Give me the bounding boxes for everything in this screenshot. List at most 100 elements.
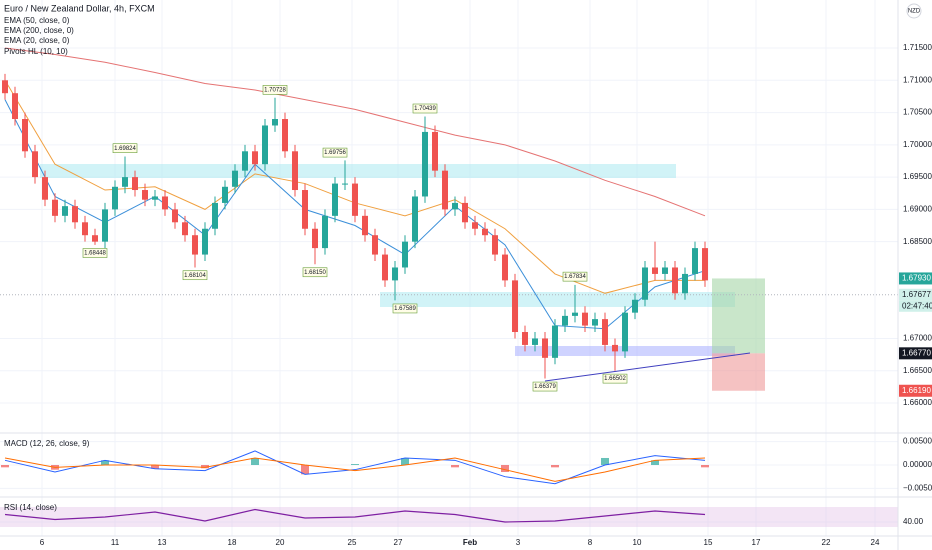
rsi-line <box>4 508 706 523</box>
ema-line <box>4 99 706 330</box>
y-tick-label: 1.71500 <box>903 43 932 52</box>
indicator-label: Pivots HL (10, 10) <box>4 47 68 56</box>
x-tick-label: 13 <box>158 538 167 547</box>
candle-body <box>52 199 58 216</box>
macd-histogram-bar <box>551 465 559 468</box>
currency-label: NZD <box>908 9 921 15</box>
pivot-box <box>322 147 348 158</box>
candle-body <box>242 151 248 171</box>
candle-body <box>672 267 678 294</box>
candle-body <box>452 202 458 210</box>
x-tick-label: 10 <box>633 538 642 547</box>
candle-body <box>302 190 308 229</box>
price-badge-label: 1.66770 <box>902 348 931 357</box>
zone-support <box>380 292 735 307</box>
y-tick-label: 0.00000 <box>903 460 932 469</box>
candle-body <box>282 119 288 152</box>
currency-icon[interactable] <box>906 3 922 19</box>
candle-body <box>212 202 218 229</box>
x-tick-label: 27 <box>394 538 403 547</box>
macd-histogram-bar <box>701 465 709 468</box>
candle-body <box>142 190 148 200</box>
pivot-box <box>532 381 558 392</box>
y-tick-label: 0.00500 <box>903 437 932 446</box>
y-tick-label: 1.71000 <box>903 75 932 84</box>
macd-histogram-bar <box>401 457 409 465</box>
candle-body <box>62 206 68 216</box>
price-badge-label: 1.67930 <box>902 274 931 283</box>
candle-body <box>132 177 138 191</box>
candle-body <box>652 267 658 274</box>
candle-body <box>172 209 178 223</box>
candle-body <box>662 267 668 274</box>
y-tick-label: −0.00500 <box>903 483 932 492</box>
pivot-label: 1.66502 <box>604 376 626 382</box>
x-tick-label: Feb <box>463 538 477 547</box>
candle-body <box>612 344 618 352</box>
y-tick-label: 1.67000 <box>903 334 932 343</box>
countdown-label: 02:47:40 <box>902 301 932 310</box>
candle-body <box>412 196 418 242</box>
candle-body <box>192 235 198 255</box>
macd-histogram-bar <box>301 465 309 475</box>
candle-body <box>572 312 578 316</box>
candle-body <box>342 183 348 185</box>
candle-body <box>692 248 698 274</box>
candle-body <box>252 151 258 165</box>
ema-line <box>4 47 706 217</box>
pivot-box <box>302 267 328 278</box>
candle-body <box>72 206 78 223</box>
loss-zone <box>712 353 765 391</box>
candle-body <box>152 196 158 200</box>
candle-body <box>312 228 318 249</box>
candle-body <box>22 119 28 152</box>
candle-body <box>562 315 568 326</box>
macd-title: MACD (12, 26, close, 9) <box>4 439 90 448</box>
candle-body <box>702 248 708 281</box>
price-badge <box>899 384 932 397</box>
candle-body <box>372 235 378 255</box>
zone-resistance <box>40 164 676 178</box>
pivot-label: 1.68150 <box>304 270 326 276</box>
macd-histogram-bar <box>101 460 109 465</box>
candle-body <box>352 183 358 216</box>
candle-body <box>202 228 208 255</box>
pivot-label: 1.69824 <box>114 146 136 152</box>
rsi-band <box>0 507 898 527</box>
pivot-label: 1.68448 <box>84 251 106 257</box>
candle-body <box>322 215 328 249</box>
candle-body <box>122 177 128 187</box>
macd-histogram-bar <box>1 465 9 468</box>
candle-body <box>382 254 388 281</box>
candle-body <box>622 312 628 352</box>
y-tick-label: 40.00 <box>903 517 924 526</box>
countdown-badge <box>899 300 932 312</box>
price-badge <box>899 272 932 285</box>
y-tick-label: 1.70000 <box>903 140 932 149</box>
trend-line <box>544 352 751 382</box>
candle-body <box>532 338 538 345</box>
pivot-box <box>82 248 108 258</box>
price-axis: 1.66000 1.66500 1.67000 1.68500 1.69000 1.695… <box>40 43 932 547</box>
macd-histogram-bar <box>201 465 209 469</box>
indicator-label: EMA (50, close, 0) <box>4 16 70 25</box>
candle-body <box>262 125 268 165</box>
candle-body <box>42 177 48 200</box>
candle-body <box>32 151 38 178</box>
plot: 1.69824 1.70728 1.69756 1.70439 1.67834 1.684… <box>0 47 898 527</box>
candle-body <box>682 273 688 294</box>
candle-body <box>12 93 18 120</box>
candle-body <box>272 119 278 126</box>
x-tick-label: 3 <box>516 538 521 547</box>
x-tick-label: 22 <box>822 538 831 547</box>
candle-body <box>582 312 588 326</box>
pivot-label: 1.67589 <box>394 306 416 312</box>
macd-histogram-bar <box>451 465 459 468</box>
candle-body <box>182 222 188 236</box>
rsi-title: RSI (14, close) <box>4 503 57 512</box>
candle-body <box>82 222 88 236</box>
candle-body <box>422 131 428 197</box>
x-tick-label: 11 <box>111 538 120 547</box>
candle-body <box>222 186 228 203</box>
y-tick-label: 1.66500 <box>903 366 932 375</box>
